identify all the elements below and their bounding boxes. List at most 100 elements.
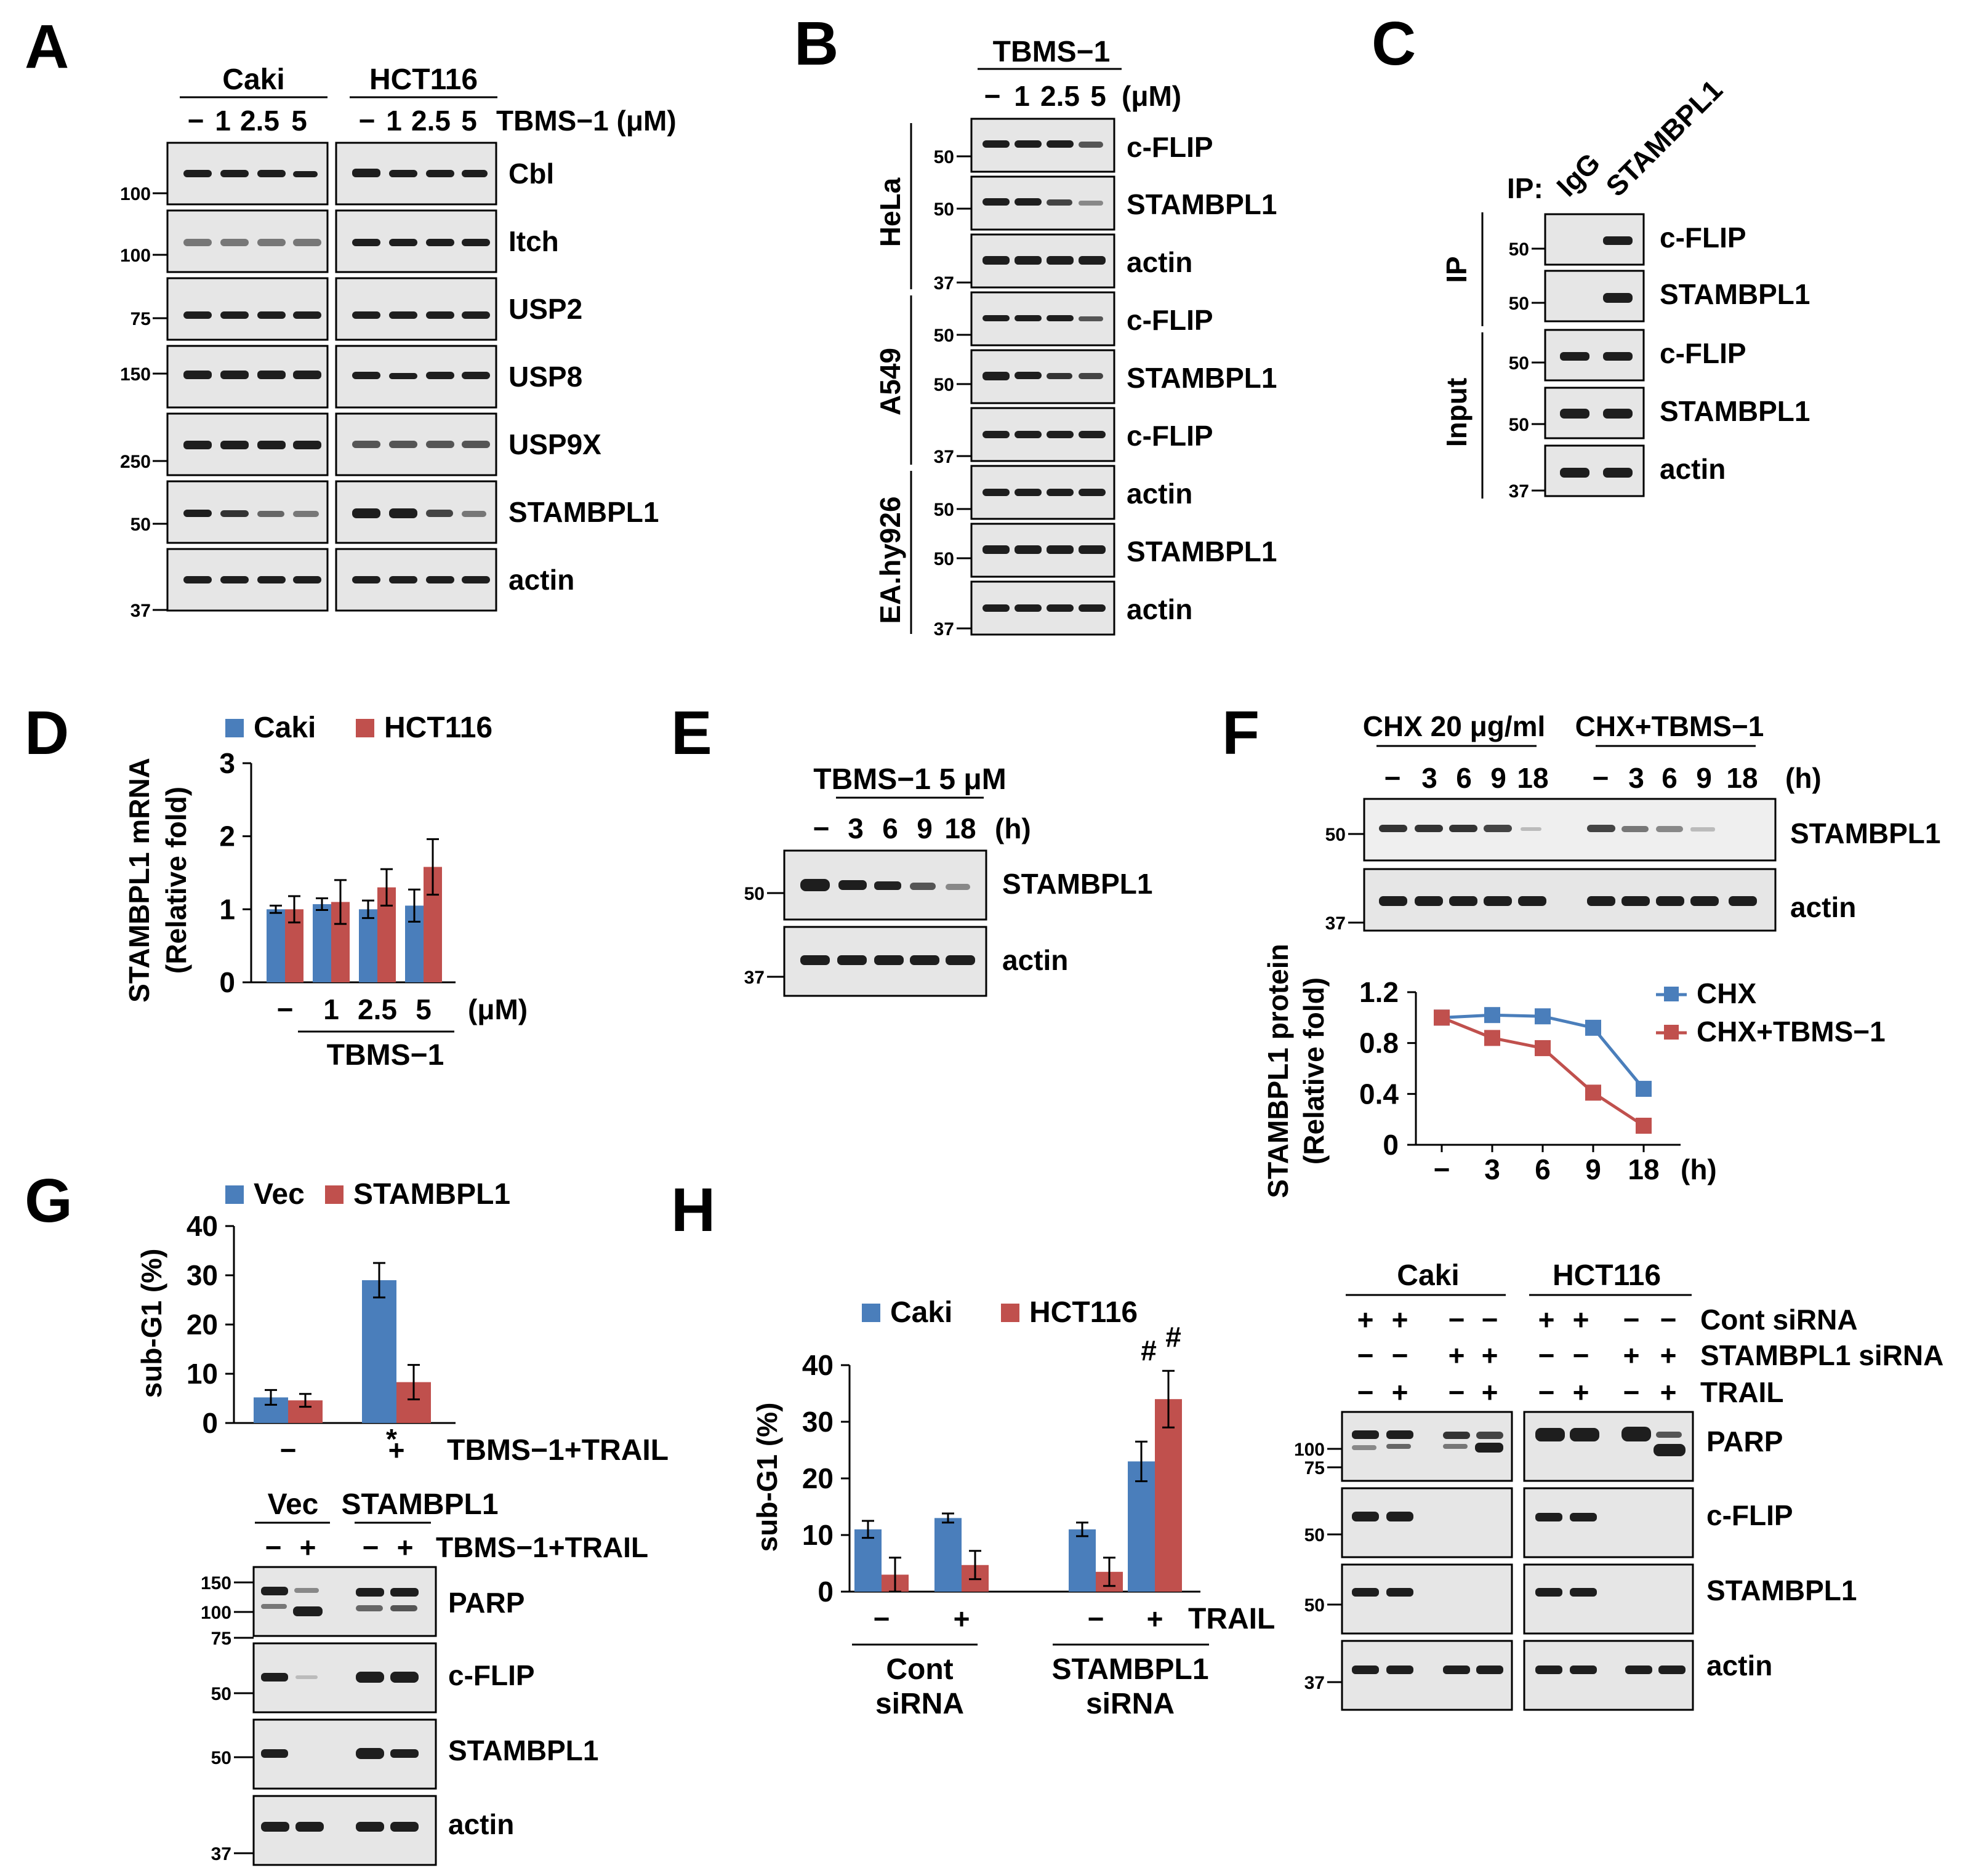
band [220,371,249,379]
condition-label: Cont siRNA [1700,1304,1858,1336]
unit-label: (h) [995,812,1031,844]
panel-letter-d-visible: D [25,699,69,768]
bar-caki [854,1529,882,1592]
band [1415,825,1443,832]
row-label: USP2 [508,293,582,325]
band [1047,315,1074,321]
band [1690,896,1719,906]
band [257,170,286,177]
row-label: STAMBPL1 [1127,188,1277,220]
lane-label: − [363,1531,379,1563]
mw-marker: 50 [934,375,954,395]
band [982,198,1010,206]
y-tick-label: 0.4 [1359,1078,1399,1110]
band [1560,409,1589,419]
band [1079,604,1106,612]
legend-swatch [356,719,374,737]
band [1352,1588,1379,1597]
mw-marker: 100 [120,184,151,204]
band [1443,1432,1470,1439]
y-tick-label: 0 [202,1407,218,1439]
band [800,879,830,891]
row-label: actin [1660,453,1726,485]
cell-line-label: A549 [874,348,906,415]
band [261,1749,288,1758]
group-label-chx-tbms: CHX+TBMS−1 [1575,710,1764,742]
mw-marker: 250 [120,452,151,472]
band [183,170,212,177]
band [1603,352,1633,361]
band [352,508,380,518]
band [1015,256,1042,265]
band [1352,1430,1379,1439]
mw-marker: 50 [934,199,954,220]
blot-panel [335,277,497,341]
chart-g: 0 10 20 30 40 − + Vec STAMBPL1 TBMS−1+TRAIL sub-G1… [135,1178,669,1467]
mw-marker: 37 [1304,1673,1325,1693]
band [293,576,321,583]
band [389,508,417,518]
sign: − [1660,1304,1677,1336]
lane-label: 6 [882,812,898,844]
sign: − [1449,1304,1465,1336]
band [1079,142,1103,148]
y-axis-label: (Relative fold) [160,787,192,974]
data-point [1484,1007,1500,1024]
mw-marker: 50 [211,1684,231,1704]
blot-group-vec: Vec [268,1488,319,1521]
treatment-label: TBMS−1 (μM) [496,105,677,137]
band [426,441,454,448]
mw-marker: 37 [1325,913,1346,934]
lane-label: 18 [1517,762,1548,794]
band [183,371,212,379]
lane-label: 2.5 [240,105,279,137]
band [1570,1513,1597,1521]
mw-marker: 50 [1509,415,1529,435]
mw-marker: 50 [1509,294,1529,314]
band [1535,1428,1565,1441]
row-label: STAMBPL1 [1706,1574,1857,1606]
band [293,1606,323,1616]
band [1352,1445,1376,1450]
row-label: STAMBPL1 [1127,362,1277,394]
y-tick-label: 3 [219,747,235,779]
legend-label: HCT116 [1029,1296,1138,1329]
y-tick-label: 1.2 [1359,976,1399,1008]
band [1475,1443,1503,1453]
band [1587,825,1615,832]
group-label-caki: Caki [222,63,284,96]
x-tick-label: − [1088,1603,1104,1635]
band [1352,1666,1379,1674]
band [1476,1666,1503,1674]
row-label: c-FLIP [1706,1499,1793,1531]
sign: + [1538,1304,1555,1336]
panel-letter-c: C [1372,9,1416,78]
band [1079,431,1106,438]
row-label: actin [1706,1650,1772,1682]
band [1079,489,1106,496]
band [1449,896,1477,906]
mw-marker: 50 [1509,353,1529,374]
row-label: USP8 [508,361,582,393]
row-label: STAMBPL1 [1660,395,1810,427]
y-tick-label: 30 [802,1406,834,1438]
lane-label: 3 [1421,762,1437,794]
sign: − [1573,1339,1589,1371]
significance-mark: * [386,1423,397,1455]
band [1443,1444,1468,1449]
band [1658,1666,1686,1674]
band [462,170,488,177]
data-point [1585,1084,1601,1101]
band [982,545,1010,554]
y-axis-label: STAMBPL1 protein [1262,944,1294,1198]
blot-row: 250 USP9X [120,412,601,476]
band [390,1749,419,1758]
blot-row: 100 Cbl [120,142,554,206]
mw-marker: 75 [211,1629,231,1649]
lane-label: 9 [917,812,933,844]
band [1079,545,1106,554]
sign: − [1357,1376,1374,1408]
band [1570,1428,1599,1441]
mw-marker: 100 [120,246,151,266]
